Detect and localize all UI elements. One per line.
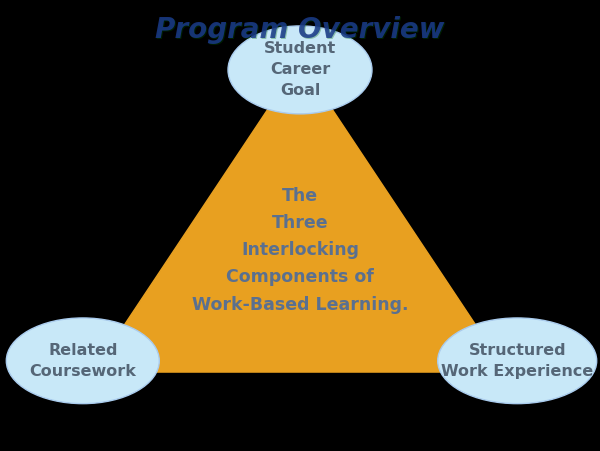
Text: Structured
Work Experience: Structured Work Experience xyxy=(441,343,593,379)
Ellipse shape xyxy=(228,26,372,114)
Text: Student
Career
Goal: Student Career Goal xyxy=(264,41,336,98)
Text: Related
Coursework: Related Coursework xyxy=(29,343,136,379)
Ellipse shape xyxy=(438,318,597,404)
Ellipse shape xyxy=(7,318,160,404)
Text: The
Three
Interlocking
Components of
Work-Based Learning.: The Three Interlocking Components of Wor… xyxy=(192,187,408,313)
Polygon shape xyxy=(93,61,507,372)
Text: Program Overview: Program Overview xyxy=(156,17,445,45)
Text: Program Overview: Program Overview xyxy=(155,16,445,44)
